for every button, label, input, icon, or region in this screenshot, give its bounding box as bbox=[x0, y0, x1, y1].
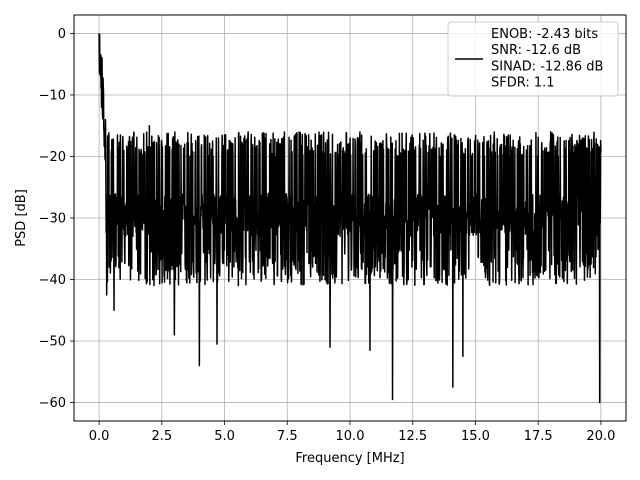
x-tick-label: 0.0 bbox=[89, 429, 110, 444]
y-tick-label: −40 bbox=[39, 273, 66, 288]
y-axis-ticks: 0 −10 −20 −30 −40 −50 −60 bbox=[39, 27, 74, 411]
x-tick-label: 5.0 bbox=[214, 429, 235, 444]
x-tick-label: 10.0 bbox=[336, 429, 365, 444]
x-tick-label: 2.5 bbox=[151, 429, 172, 444]
x-tick-label: 15.0 bbox=[461, 429, 490, 444]
legend-entry: ENOB: -2.43 bits SNR: -12.6 dB SINAD: -12.… bbox=[491, 27, 603, 91]
series-group bbox=[98, 33, 602, 404]
y-tick-label: −30 bbox=[39, 212, 66, 227]
y-tick-label: −60 bbox=[39, 396, 66, 411]
x-axis-ticks: 0.0 2.5 5.0 7.5 10.0 12.5 15.0 17.5 20.0 bbox=[89, 421, 615, 444]
legend-line-text: SINAD: -12.86 dB bbox=[491, 59, 603, 74]
y-tick-label: −20 bbox=[39, 150, 66, 165]
y-tick-label: 0 bbox=[58, 27, 66, 42]
legend-line-text: SNR: -12.6 dB bbox=[491, 43, 581, 58]
legend-box bbox=[447, 21, 619, 97]
legend: ENOB: -2.43 bits SNR: -12.6 dB SINAD: -12.… bbox=[447, 21, 619, 97]
x-tick-label: 12.5 bbox=[398, 429, 427, 444]
psd-series-line bbox=[98, 33, 602, 404]
x-axis-label: Frequency [MHz] bbox=[295, 451, 404, 466]
legend-line-text: SFDR: 1.1 bbox=[491, 76, 555, 91]
x-tick-label: 20.0 bbox=[586, 429, 615, 444]
x-tick-label: 17.5 bbox=[524, 429, 553, 444]
y-axis-label: PSD [dB] bbox=[14, 189, 29, 247]
x-tick-label: 7.5 bbox=[277, 429, 298, 444]
legend-line-text: ENOB: -2.43 bits bbox=[491, 27, 598, 42]
y-tick-label: −10 bbox=[39, 88, 66, 103]
y-tick-label: −50 bbox=[39, 335, 66, 350]
